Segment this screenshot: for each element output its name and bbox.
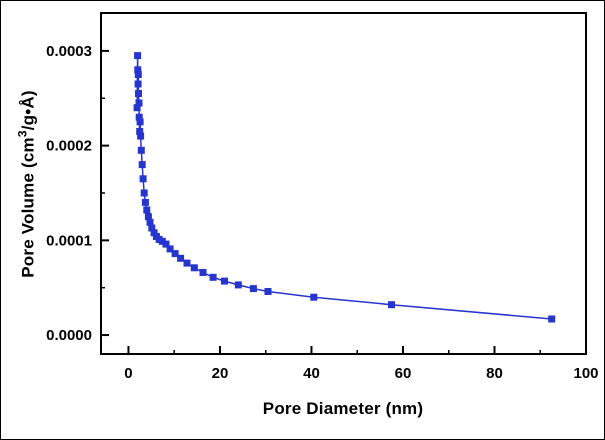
- data-point-marker: [199, 269, 207, 276]
- data-point-marker: [310, 293, 318, 301]
- data-point-marker: [135, 99, 143, 107]
- y-tick-label: 0.0002: [46, 138, 92, 155]
- y-axis-title-prefix: Pore Volume (cm: [18, 137, 38, 278]
- y-tick-label: 0.0000: [46, 327, 92, 344]
- data-point-marker: [136, 127, 144, 135]
- y-axis-title: Pore Volume (cm3/g•Å): [16, 90, 39, 278]
- data-point-marker: [137, 132, 145, 140]
- data-point-marker: [140, 189, 148, 197]
- data-point-marker: [150, 229, 158, 237]
- data-point-marker: [264, 288, 272, 295]
- data-point-marker: [141, 198, 149, 206]
- data-point-marker: [135, 113, 143, 121]
- data-point-marker: [133, 104, 141, 112]
- data-point-marker: [143, 206, 151, 214]
- x-tick-label: 100: [573, 365, 598, 382]
- data-point-marker: [190, 264, 198, 272]
- data-point-marker: [171, 250, 179, 258]
- x-axis-title: Pore Diameter (nm): [263, 399, 423, 419]
- x-tick-label: 40: [303, 365, 320, 382]
- data-point-marker: [134, 71, 142, 79]
- data-point-marker: [136, 118, 144, 126]
- data-point-marker: [138, 161, 146, 169]
- y-axis-title-suffix: /g•Å): [18, 90, 38, 131]
- x-axis-title-text: Pore Diameter (nm): [262, 399, 424, 418]
- x-tick-label: 20: [212, 365, 229, 382]
- data-point-marker: [162, 240, 170, 248]
- x-tick-label: 80: [486, 365, 503, 382]
- data-point-marker: [144, 213, 152, 221]
- data-point-marker: [146, 218, 154, 226]
- data-point-marker: [148, 224, 156, 232]
- data-point-marker: [139, 175, 147, 183]
- data-point-marker: [249, 285, 257, 293]
- plot-frame: [100, 12, 587, 355]
- data-point-marker: [134, 52, 142, 60]
- data-point-marker: [137, 146, 145, 154]
- data-point-marker: [158, 237, 166, 245]
- data-point-marker: [135, 90, 142, 97]
- data-point-marker: [548, 315, 556, 323]
- data-point-marker: [183, 259, 191, 267]
- data-point-marker: [166, 245, 174, 253]
- data-point-marker: [177, 254, 185, 262]
- data-point-marker: [388, 301, 395, 309]
- series-line: [136, 55, 552, 320]
- y-axis-title-superscript: 3: [15, 130, 30, 138]
- data-point-marker: [234, 281, 242, 289]
- data-point-marker: [134, 66, 142, 74]
- y-tick-label: 0.0003: [46, 43, 92, 60]
- data-point-marker: [209, 273, 217, 281]
- data-point-marker: [134, 80, 142, 88]
- y-tick-label: 0.0001: [46, 232, 92, 249]
- x-tick-label: 0: [124, 365, 132, 382]
- data-point-marker: [221, 277, 228, 285]
- x-tick-label: 60: [395, 365, 412, 382]
